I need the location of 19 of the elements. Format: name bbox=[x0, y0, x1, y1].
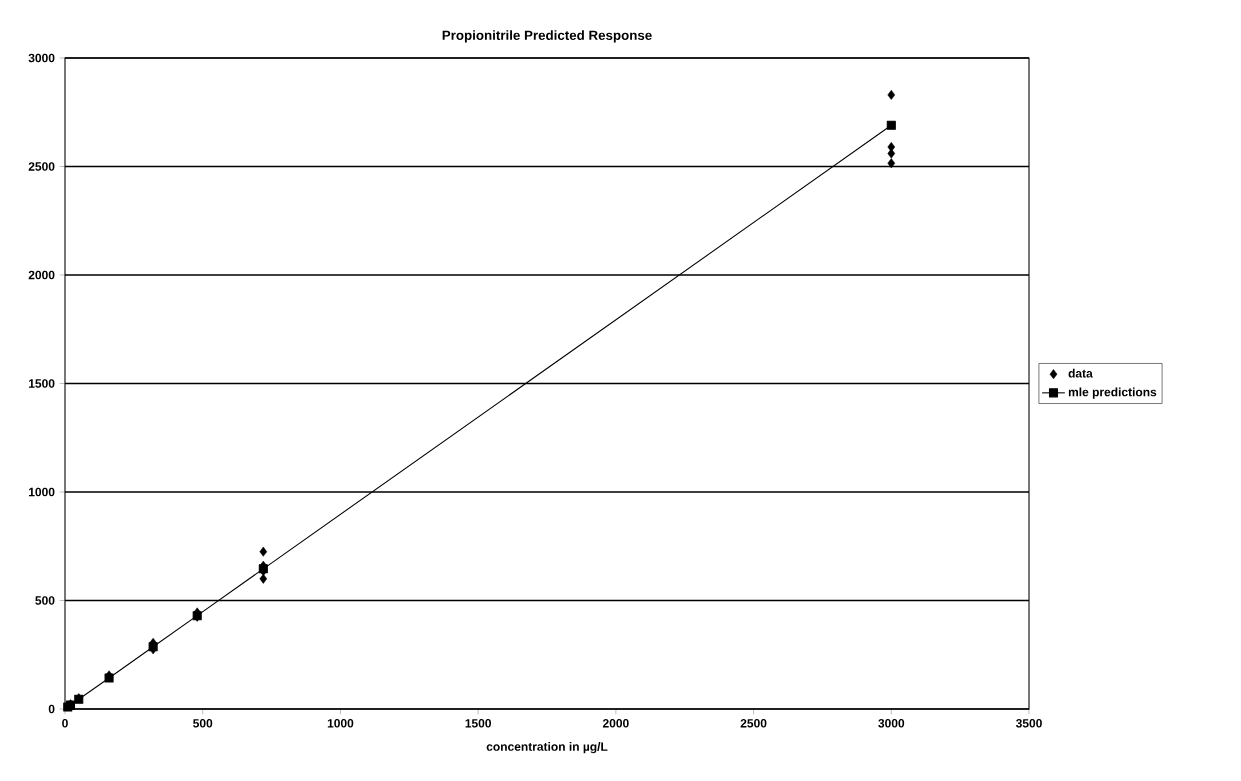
legend-label: mle predictions bbox=[1068, 387, 1157, 399]
y-tick-label: 1500 bbox=[29, 379, 55, 388]
y-tick-label: 2000 bbox=[28, 270, 55, 280]
chart-title: Propionitrile Predicted Response bbox=[442, 30, 652, 43]
x-tick-label: 500 bbox=[193, 719, 213, 728]
legend-label: data bbox=[1068, 368, 1093, 378]
x-tick-label: 1500 bbox=[465, 719, 492, 728]
y-tick-label: 1000 bbox=[29, 487, 55, 497]
y-tick-label: 0 bbox=[48, 704, 55, 714]
x-tick-label: 2000 bbox=[602, 719, 629, 728]
x-tick-label: 0 bbox=[62, 719, 68, 728]
x-tick-label: 3000 bbox=[878, 719, 905, 728]
x-tick-label: 3500 bbox=[1015, 719, 1042, 728]
y-tick-label: 500 bbox=[35, 596, 55, 605]
x-axis-title: concentration in µg/L bbox=[486, 742, 608, 754]
x-tick-label: 2500 bbox=[740, 719, 767, 728]
y-tick-label: 3000 bbox=[28, 53, 55, 63]
x-tick-label: 1000 bbox=[327, 719, 354, 728]
y-tick-label: 2500 bbox=[28, 162, 55, 171]
